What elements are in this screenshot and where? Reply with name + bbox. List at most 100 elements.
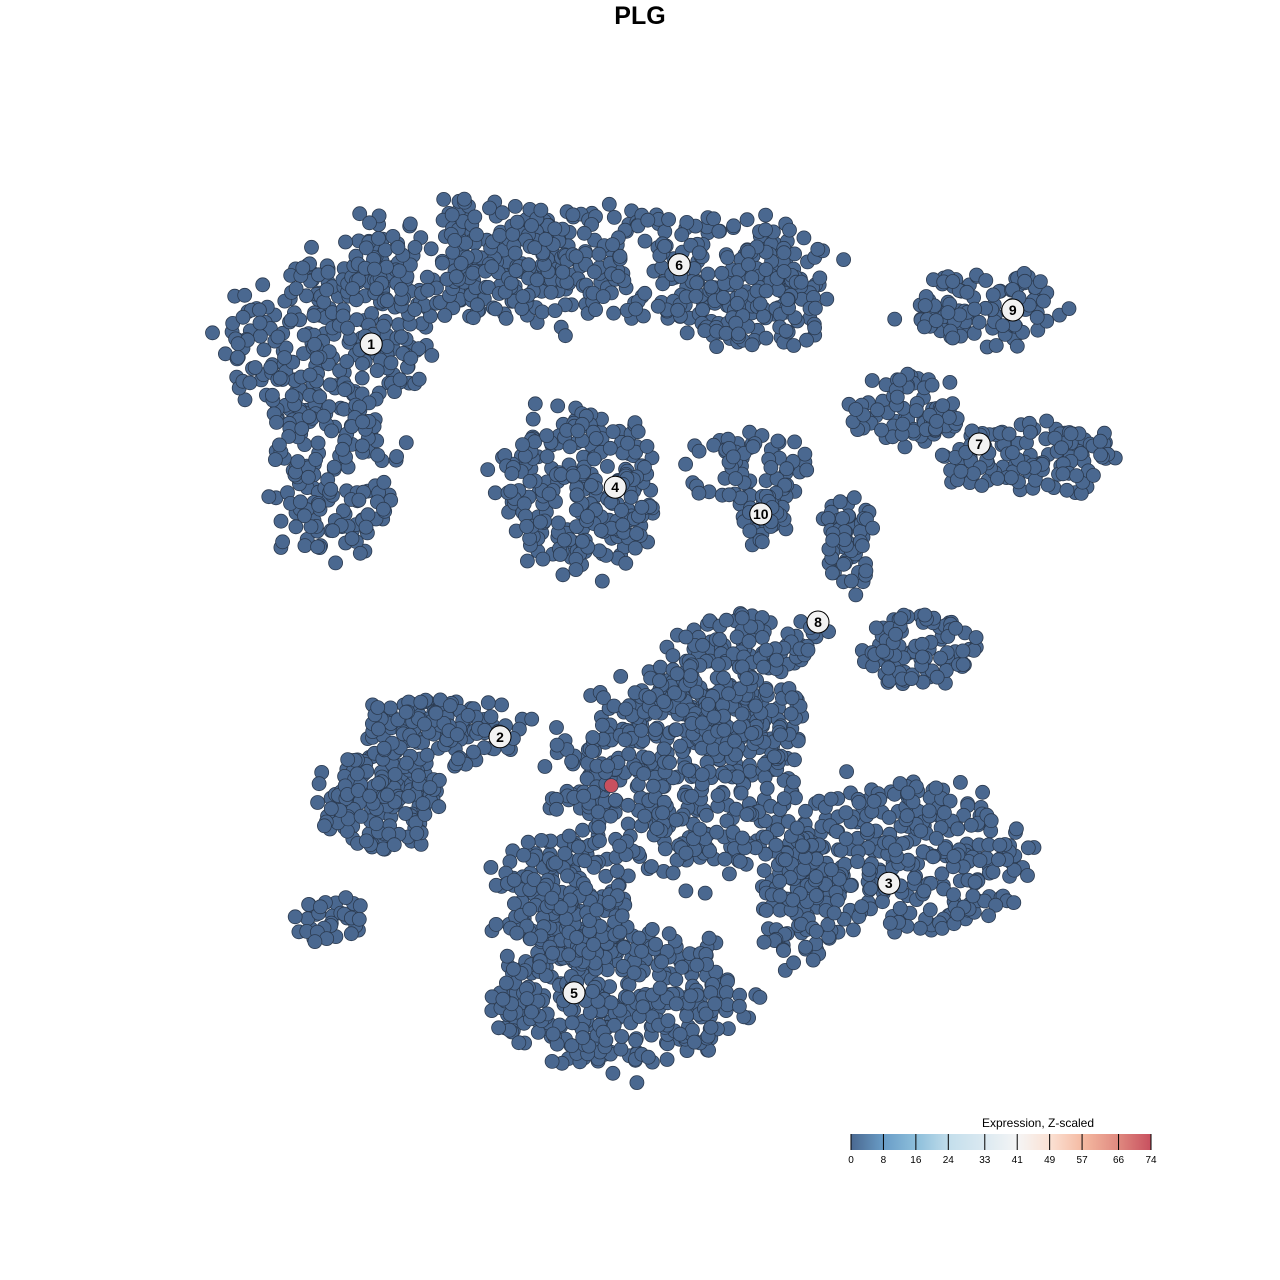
legend-tick-label: 49 bbox=[1044, 1155, 1056, 1166]
data-point bbox=[971, 314, 987, 330]
data-point bbox=[695, 302, 710, 318]
data-point bbox=[652, 980, 668, 996]
data-point bbox=[629, 1075, 645, 1090]
data-point bbox=[668, 722, 684, 737]
cluster-label-text: 6 bbox=[675, 257, 683, 273]
data-point bbox=[612, 838, 627, 854]
data-point bbox=[640, 212, 656, 228]
data-point bbox=[725, 449, 741, 465]
data-point bbox=[288, 281, 304, 297]
data-point bbox=[758, 330, 774, 346]
data-point bbox=[641, 690, 657, 705]
data-point bbox=[237, 287, 253, 303]
data-point bbox=[520, 834, 536, 850]
data-point bbox=[716, 290, 731, 305]
data-point bbox=[575, 822, 590, 838]
data-point bbox=[480, 462, 496, 478]
data-point bbox=[544, 890, 560, 906]
data-point bbox=[688, 288, 704, 304]
data-point bbox=[602, 440, 618, 456]
data-point bbox=[310, 435, 326, 451]
data-point bbox=[722, 866, 737, 882]
data-point bbox=[434, 255, 450, 271]
data-point bbox=[283, 312, 299, 328]
data-point bbox=[273, 513, 289, 529]
data-point bbox=[799, 462, 815, 478]
data-point bbox=[928, 313, 944, 329]
data-point bbox=[1029, 309, 1045, 325]
data-point bbox=[966, 466, 981, 481]
data-point bbox=[508, 263, 524, 279]
cluster-label-8: 8 bbox=[806, 610, 830, 634]
data-point bbox=[520, 553, 535, 569]
data-point bbox=[812, 270, 828, 286]
data-point bbox=[575, 533, 590, 549]
legend-colorbar bbox=[851, 1134, 1151, 1150]
data-point bbox=[288, 519, 304, 535]
data-point bbox=[731, 326, 746, 342]
data-point bbox=[700, 697, 716, 712]
data-point bbox=[850, 854, 865, 869]
data-point bbox=[832, 494, 848, 510]
data-point bbox=[779, 461, 794, 477]
data-point bbox=[503, 275, 519, 291]
data-point bbox=[732, 719, 747, 735]
data-point bbox=[564, 1015, 580, 1031]
data-point bbox=[527, 240, 543, 256]
data-point bbox=[953, 775, 968, 790]
cluster-label-text: 5 bbox=[570, 985, 578, 1001]
data-point bbox=[300, 469, 316, 485]
data-point bbox=[678, 883, 694, 899]
data-point bbox=[398, 704, 414, 720]
data-point bbox=[786, 338, 802, 353]
data-point bbox=[950, 821, 966, 837]
data-point bbox=[1054, 440, 1069, 456]
data-point bbox=[955, 643, 971, 659]
data-point bbox=[516, 496, 532, 512]
data-point bbox=[612, 924, 628, 940]
data-point bbox=[316, 408, 332, 424]
data-point bbox=[376, 318, 391, 334]
data-point bbox=[805, 952, 821, 968]
data-point bbox=[965, 888, 981, 904]
data-point bbox=[823, 862, 839, 877]
data-point bbox=[767, 749, 782, 765]
data-point bbox=[741, 634, 757, 649]
data-point bbox=[679, 1008, 694, 1024]
data-point bbox=[589, 902, 605, 918]
data-point bbox=[772, 888, 788, 904]
data-point bbox=[933, 650, 948, 666]
data-point bbox=[402, 216, 418, 232]
data-point bbox=[729, 295, 745, 311]
data-point bbox=[588, 431, 604, 446]
data-point bbox=[967, 301, 983, 317]
data-point bbox=[836, 556, 851, 572]
data-point bbox=[585, 730, 601, 745]
cluster-label-5: 5 bbox=[562, 981, 586, 1005]
data-point bbox=[940, 305, 956, 321]
data-point bbox=[242, 375, 258, 391]
data-point bbox=[537, 759, 553, 774]
data-point bbox=[616, 940, 632, 955]
data-point bbox=[945, 330, 961, 346]
data-point bbox=[1009, 338, 1025, 354]
data-point bbox=[674, 227, 690, 243]
data-point bbox=[838, 831, 854, 847]
legend-tick-label: 16 bbox=[910, 1155, 922, 1166]
data-point bbox=[744, 270, 760, 286]
data-point bbox=[603, 995, 619, 1011]
data-point bbox=[707, 996, 723, 1012]
data-point bbox=[718, 768, 733, 784]
data-point bbox=[592, 833, 607, 849]
data-point bbox=[756, 863, 772, 878]
data-point bbox=[695, 637, 710, 653]
data-point bbox=[758, 222, 773, 238]
data-point-high-expression bbox=[603, 778, 619, 793]
data-point bbox=[352, 545, 368, 561]
data-point bbox=[543, 284, 559, 300]
data-point bbox=[523, 931, 538, 947]
data-point bbox=[653, 659, 668, 675]
data-point bbox=[482, 200, 497, 216]
data-point bbox=[271, 437, 287, 453]
data-point bbox=[620, 816, 636, 832]
